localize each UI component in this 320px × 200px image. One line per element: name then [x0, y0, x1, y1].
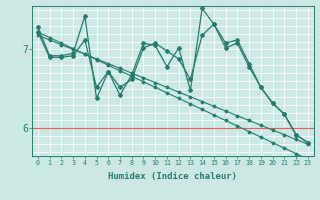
- X-axis label: Humidex (Indice chaleur): Humidex (Indice chaleur): [108, 172, 237, 181]
